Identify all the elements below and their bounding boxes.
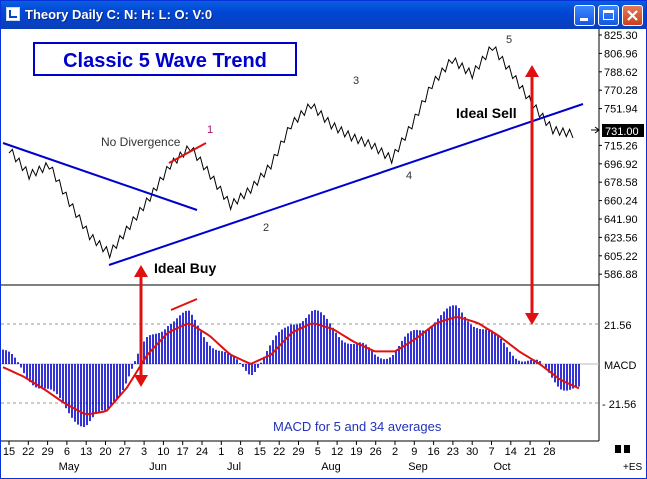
date-tick-label: 14 bbox=[505, 446, 517, 458]
date-tick-label: 22 bbox=[273, 446, 285, 458]
ideal-buy-label: Ideal Buy bbox=[154, 260, 216, 276]
date-tick-label: 26 bbox=[370, 446, 382, 458]
date-tick-label: 21 bbox=[524, 446, 536, 458]
date-tick-label: 2 bbox=[392, 446, 398, 458]
date-tick-label: 12 bbox=[331, 446, 343, 458]
price-axis-tick: 605.22 bbox=[604, 251, 638, 263]
ideal-buy-arrow bbox=[134, 265, 148, 387]
date-tick-label: 10 bbox=[157, 446, 169, 458]
date-tick-label: 20 bbox=[99, 446, 111, 458]
wave-label-3: 3 bbox=[353, 75, 359, 87]
title-bar[interactable]: Theory Daily C: N: H: L: O: V:0 bbox=[1, 1, 646, 29]
price-axis-tick: 623.56 bbox=[604, 232, 638, 244]
wave-label-4: 4 bbox=[406, 170, 412, 182]
minimize-icon bbox=[580, 18, 588, 21]
macd-caption: MACD for 5 and 34 averages bbox=[273, 419, 442, 434]
date-tick-label: 15 bbox=[3, 446, 15, 458]
price-axis-tick: 696.92 bbox=[604, 159, 638, 171]
close-icon bbox=[627, 10, 638, 21]
date-tick-label: 7 bbox=[488, 446, 494, 458]
close-button[interactable] bbox=[622, 5, 643, 26]
macd-histogram bbox=[2, 305, 580, 427]
chart-app-icon bbox=[6, 7, 20, 21]
date-tick-label: 19 bbox=[350, 446, 362, 458]
uptrend-line bbox=[108, 103, 584, 266]
price-axis-tick: 770.28 bbox=[604, 85, 638, 97]
wave-label-2: 2 bbox=[263, 222, 269, 234]
scroll-left-icon[interactable] bbox=[615, 445, 621, 453]
date-tick-label: 28 bbox=[543, 446, 555, 458]
date-tick-label: 17 bbox=[177, 446, 189, 458]
month-label: Oct bbox=[493, 461, 510, 473]
month-label: Sep bbox=[408, 461, 428, 473]
date-tick-label: 1 bbox=[218, 446, 224, 458]
macd-axis-lower: - 21.56 bbox=[602, 399, 636, 411]
symbol-label: +ES bbox=[623, 462, 643, 473]
date-axis: 15 22 29 6 13 20 27 3 10 17 24 1 8 15 22 29 5 12 19 26 2 9 16 2… bbox=[3, 441, 556, 473]
date-tick-label: 29 bbox=[41, 446, 53, 458]
date-tick-label: 6 bbox=[64, 446, 70, 458]
macd-signal-line bbox=[2, 316, 580, 416]
price-axis-tick: 586.88 bbox=[604, 269, 638, 281]
date-tick-label: 16 bbox=[427, 446, 439, 458]
price-axis-tick: 751.94 bbox=[604, 104, 638, 116]
macd-axis-upper: 21.56 bbox=[604, 320, 632, 332]
minimize-button[interactable] bbox=[574, 5, 595, 26]
date-tick-label: 22 bbox=[22, 446, 34, 458]
month-label: Aug bbox=[321, 461, 341, 473]
price-axis: 825.30 806.96 788.62 770.28 751.94 715.26 696.… bbox=[599, 30, 638, 281]
date-tick-label: 27 bbox=[119, 446, 131, 458]
last-price-value: 731.00 bbox=[605, 126, 639, 138]
price-axis-tick: 825.30 bbox=[604, 30, 638, 42]
wave-label-5: 5 bbox=[506, 34, 512, 46]
price-axis-tick: 660.24 bbox=[604, 196, 638, 208]
ideal-sell-label: Ideal Sell bbox=[456, 105, 517, 121]
month-label: Jul bbox=[227, 461, 241, 473]
date-tick-label: 30 bbox=[466, 446, 478, 458]
window-title: Theory Daily C: N: H: L: O: V:0 bbox=[25, 7, 213, 22]
ideal-sell-arrow bbox=[525, 65, 539, 325]
price-divergence-line bbox=[168, 142, 207, 164]
price-axis-tick: 641.90 bbox=[604, 214, 638, 226]
price-axis-tick: 678.58 bbox=[604, 177, 638, 189]
downtrend-line bbox=[2, 142, 198, 211]
month-label: Jun bbox=[149, 461, 167, 473]
month-label: May bbox=[59, 461, 80, 473]
last-price-marker bbox=[602, 124, 644, 137]
wave-label-1: 1 bbox=[207, 124, 213, 136]
macd-divergence-line bbox=[170, 298, 198, 311]
chart-area[interactable]: Classic 5 Wave Trend No Divergence Ideal… bbox=[1, 29, 646, 478]
price-axis-tick: 806.96 bbox=[604, 48, 638, 60]
date-tick-label: 5 bbox=[315, 446, 321, 458]
chart-headline: Classic 5 Wave Trend bbox=[63, 50, 267, 72]
date-tick-label: 29 bbox=[292, 446, 304, 458]
no-divergence-label: No Divergence bbox=[101, 135, 181, 149]
date-tick-label: 23 bbox=[447, 446, 459, 458]
date-tick-label: 13 bbox=[80, 446, 92, 458]
price-line bbox=[8, 46, 574, 260]
scroll-right-icon[interactable] bbox=[624, 445, 630, 453]
price-axis-tick: 715.26 bbox=[604, 140, 638, 152]
maximize-button[interactable] bbox=[598, 5, 619, 26]
date-tick-label: 15 bbox=[254, 446, 266, 458]
price-axis-tick: 788.62 bbox=[604, 67, 638, 79]
maximize-icon bbox=[603, 10, 614, 20]
headline-box bbox=[33, 42, 297, 76]
date-tick-label: 9 bbox=[411, 446, 417, 458]
macd-axis-label: MACD bbox=[604, 360, 636, 372]
date-tick-label: 3 bbox=[141, 446, 147, 458]
date-tick-label: 24 bbox=[196, 446, 208, 458]
date-tick-label: 8 bbox=[238, 446, 244, 458]
last-price-pointer-icon bbox=[591, 126, 600, 134]
